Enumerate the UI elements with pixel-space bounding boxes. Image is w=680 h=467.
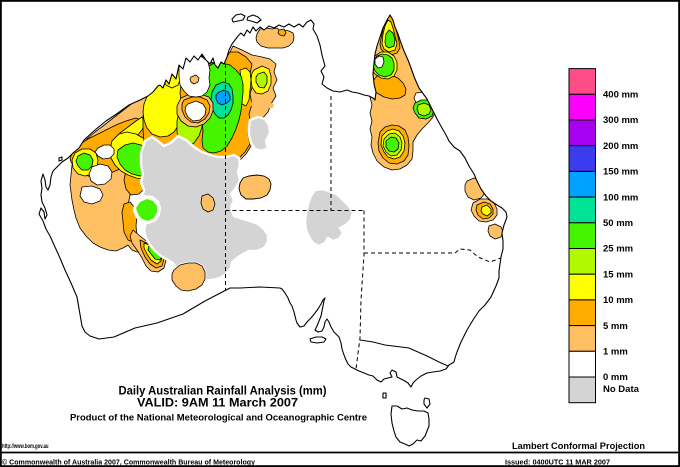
svg-text:150 mm: 150 mm xyxy=(603,167,638,178)
svg-text:Lambert Conformal Projection: Lambert Conformal Projection xyxy=(512,441,645,451)
svg-text:Issued: 0400UTC 11 MAR 2007: Issued: 0400UTC 11 MAR 2007 xyxy=(505,460,610,467)
svg-text:400 mm: 400 mm xyxy=(603,90,638,101)
svg-text:10 mm: 10 mm xyxy=(603,295,633,306)
svg-text:1 mm: 1 mm xyxy=(603,347,628,358)
svg-text:© Commonwealth of Australia 20: © Commonwealth of Australia 2007, Common… xyxy=(2,459,255,467)
svg-text:300 mm: 300 mm xyxy=(603,115,638,126)
svg-text:25 mm: 25 mm xyxy=(603,244,633,255)
svg-text:100 mm: 100 mm xyxy=(603,192,638,203)
svg-text:5 mm: 5 mm xyxy=(603,321,628,332)
svg-text:50 mm: 50 mm xyxy=(603,218,633,229)
svg-text:15 mm: 15 mm xyxy=(603,269,633,280)
svg-text:VALID: 9AM 11 March 2007: VALID: 9AM 11 March 2007 xyxy=(137,396,298,410)
svg-text:Product of the National Meteor: Product of the National Meteorological a… xyxy=(70,412,367,423)
svg-text:200 mm: 200 mm xyxy=(603,141,638,152)
svg-text:http://www.bom.gov.au: http://www.bom.gov.au xyxy=(2,443,49,450)
svg-text:0 mm: 0 mm xyxy=(603,372,628,383)
svg-text:Daily Australian Rainfall Anal: Daily Australian Rainfall Analysis (mm) xyxy=(119,383,327,397)
svg-text:No Data: No Data xyxy=(603,384,640,395)
